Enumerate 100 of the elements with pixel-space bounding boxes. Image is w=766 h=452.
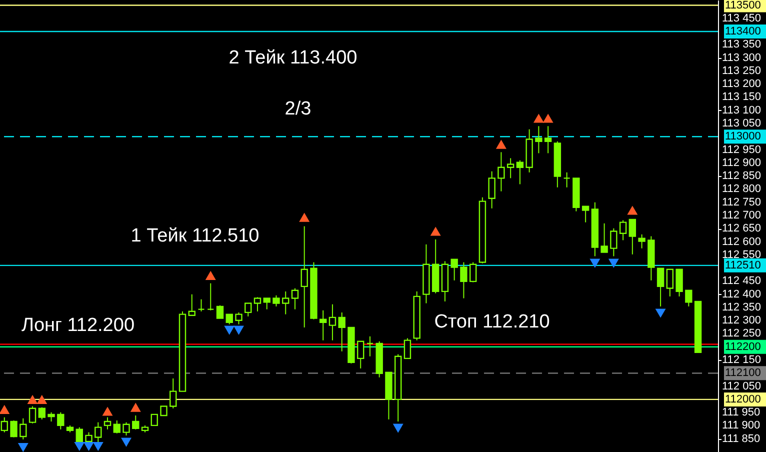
candlestick — [320, 310, 327, 341]
candlestick — [460, 262, 468, 299]
y-tick-label: 112 350 — [722, 301, 761, 314]
point — [92, 442, 104, 452]
point — [542, 114, 554, 123]
point — [130, 402, 141, 412]
candlestick — [338, 312, 346, 352]
point — [74, 442, 85, 452]
point — [430, 226, 441, 236]
ref-line-label: 112510 — [725, 259, 761, 272]
candlestick — [104, 416, 112, 430]
candlestick — [122, 422, 130, 436]
candlestick — [356, 340, 364, 369]
candlestick — [676, 268, 683, 297]
candlestick — [506, 158, 514, 179]
y-tick-label: 112 850 — [722, 170, 761, 182]
candlestick — [57, 412, 64, 430]
candlestick — [170, 378, 177, 409]
candlestick — [28, 406, 36, 424]
y-tick-label: 113 350 — [722, 38, 761, 51]
candlestick — [263, 298, 270, 310]
candlestick — [216, 304, 224, 319]
point — [27, 394, 38, 404]
y-tick-label: 113 100 — [722, 104, 761, 116]
candlestick — [498, 152, 505, 192]
y-tick-label: 112 750 — [722, 196, 761, 208]
annotation: 2 Тейк 113.400 — [228, 48, 358, 69]
y-tick-label: 112 050 — [722, 380, 761, 392]
point — [205, 270, 216, 280]
annotation: 1 Тейк 112.510 — [130, 225, 260, 246]
candlestick — [132, 414, 140, 430]
candlestick — [282, 290, 290, 315]
candlestick — [600, 222, 608, 253]
y-tick-label: 113 300 — [722, 52, 761, 64]
ref-line-label: 113500 — [725, 0, 761, 12]
candlestick — [469, 262, 477, 283]
y-tick-label: 111 950 — [722, 406, 760, 419]
candlestick — [582, 206, 590, 223]
y-tick-label: 112 650 — [722, 222, 761, 235]
point — [224, 326, 235, 335]
point — [608, 258, 619, 268]
y-tick-label: 112 950 — [722, 144, 761, 156]
candlestick — [254, 296, 262, 312]
candlestick — [235, 312, 242, 325]
y-tick-label: 112 550 — [722, 248, 761, 261]
point — [533, 114, 544, 123]
candlestick — [563, 172, 570, 188]
candlestick — [188, 294, 196, 316]
y-tick-label: 112 150 — [722, 354, 761, 366]
candlestick — [10, 420, 18, 438]
candlestick — [638, 234, 646, 249]
candlestick — [48, 412, 55, 422]
candlestick — [328, 304, 336, 341]
point — [590, 258, 600, 268]
candlestick — [300, 226, 308, 328]
candlestick — [150, 414, 158, 426]
candlestick — [38, 406, 46, 420]
y-tick-label: 113 200 — [722, 78, 761, 90]
candlestick — [488, 170, 496, 209]
annotation: Стоп 112.210 — [434, 311, 550, 332]
y-tick-label: 112 900 — [722, 156, 761, 169]
point — [496, 140, 506, 149]
y-tick-label: 112 800 — [722, 183, 761, 196]
candlestick — [685, 290, 692, 307]
candlestick — [198, 298, 205, 312]
candlestick — [160, 406, 168, 416]
point — [655, 308, 666, 318]
candlestick — [628, 218, 636, 255]
candlestick — [20, 418, 27, 440]
candlestick — [450, 258, 458, 281]
point — [627, 206, 638, 215]
candlestick — [610, 228, 618, 257]
y-tick-label: 112 250 — [722, 328, 761, 340]
candlestick — [272, 294, 280, 307]
point — [102, 406, 113, 416]
point — [233, 326, 244, 335]
y-tick-label: 112 600 — [722, 236, 761, 248]
point — [36, 394, 48, 404]
candlestick — [366, 336, 374, 357]
ref-line-label: 113000 — [725, 130, 761, 143]
candlestick — [244, 302, 252, 317]
ref-line-label: 112000 — [725, 393, 761, 406]
candlestick — [535, 126, 542, 154]
y-tick-label: 113 250 — [722, 64, 761, 77]
candlestick — [291, 288, 299, 310]
y-tick-label: 113 450 — [722, 12, 761, 24]
y-tick-label: 111 850 — [722, 432, 760, 445]
y-tick-label: 111 900 — [722, 420, 760, 432]
y-tick-label: 113 150 — [722, 91, 761, 104]
candlestick — [404, 338, 412, 360]
ref-line-label: 112100 — [725, 367, 761, 380]
point — [299, 212, 310, 222]
y-tick-label: 112 400 — [722, 288, 761, 300]
y-tick-label: 112 450 — [722, 275, 761, 288]
candlestick — [226, 314, 233, 325]
y-tick-label: 113 050 — [722, 118, 761, 130]
point — [392, 424, 404, 433]
candlestick — [666, 268, 674, 297]
candlestick — [113, 420, 120, 434]
y-tick-label: 112 300 — [722, 314, 761, 327]
